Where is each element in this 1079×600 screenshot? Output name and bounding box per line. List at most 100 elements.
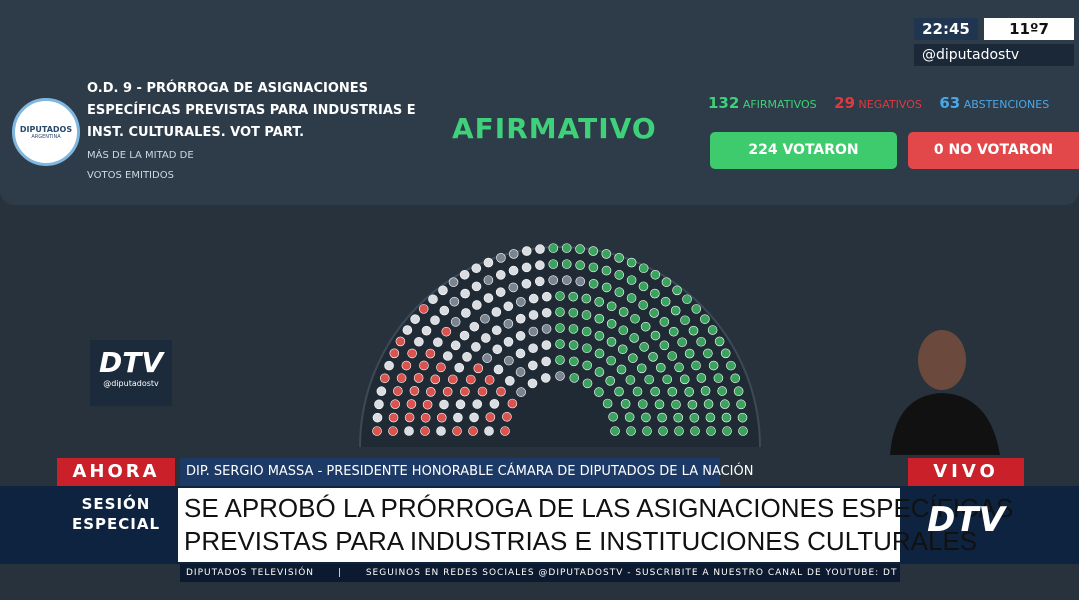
seat [606,318,617,329]
seat [588,262,599,273]
seat [528,293,539,304]
seat [657,412,667,423]
seat [436,426,446,436]
seat [425,348,436,359]
title-line: ESPECÍFICAS PREVISTAS PARA INDUSTRIAS E [87,103,416,118]
not-voted-count: 0 [933,142,944,158]
handle: @diputadostv [914,44,1074,66]
tally-label: AFIRMATIVOS [742,98,817,111]
seat [717,386,727,396]
seat [626,257,637,268]
seat [420,426,430,436]
seat [649,308,659,318]
voted-count: 224 [748,142,778,158]
seat [402,325,413,335]
seat [484,426,494,436]
seat [720,399,730,410]
seat [561,243,572,253]
seat [606,301,617,312]
seat [441,326,452,337]
seat [436,412,447,423]
tally-count: 132 [708,94,740,112]
title-line: O.D. 9 - PRÓRROGA DE ASIGNACIONES [87,81,368,96]
seat [614,270,625,280]
seat [662,374,673,385]
seat [639,342,649,352]
seat [447,374,458,385]
seat [502,411,512,422]
seat [720,348,731,359]
seat [632,386,643,397]
seat [575,260,585,271]
seat [594,387,604,397]
seat [414,336,424,347]
seat [605,375,616,386]
seat [482,353,492,363]
tally-count: 63 [939,94,961,112]
seat [658,426,668,436]
clock: 22:45 [914,18,978,40]
title-line: INST. CULTURALES. VOT PART. [87,125,305,140]
seat [569,373,580,383]
not-voted-label: NO VOTARON [948,142,1054,158]
seat [442,351,453,361]
seat [568,324,579,334]
seat [404,412,415,423]
seat [606,355,616,366]
seat [459,330,470,341]
seat [503,336,514,347]
seat [638,300,648,310]
seat [453,412,463,423]
seat [738,426,748,436]
seat [396,373,407,383]
seat [496,253,506,263]
tally-count: 29 [834,94,856,112]
seat [644,374,655,385]
ticker-item: SEGUINOS EN REDES SOCIALES @DIPUTADOSTV … [365,568,898,578]
seat [428,294,438,305]
seat [508,282,519,293]
seat [705,412,716,423]
tallies: 132 AFIRMATIVOS 29 NEGATIVOS 63 ABSTENCI… [708,94,1049,112]
seat [491,325,502,336]
seat [674,426,684,436]
seat [703,348,713,359]
seat [483,275,494,285]
seat [601,282,612,293]
seat [393,386,403,396]
seat [668,326,679,337]
seat [670,305,681,316]
seat [677,337,687,348]
lower-logo: DTV [927,500,1005,540]
seat [534,276,545,287]
seat [581,293,592,304]
seat [528,310,539,320]
seat [555,323,565,333]
seat [515,313,526,324]
seat [640,321,651,332]
seat [504,375,515,386]
seat [568,307,579,318]
interpreter [890,330,1000,455]
seat [528,326,539,337]
seat [460,288,470,299]
seat [449,296,460,307]
seat [459,269,470,280]
seat [420,412,431,423]
seat [515,348,526,359]
seat [707,325,718,335]
seat [480,313,490,324]
seat [608,411,618,422]
seat [507,398,518,409]
seat [630,313,640,324]
seat [555,371,565,381]
seat [555,291,565,301]
seat [515,367,526,377]
seat [696,373,707,383]
seat [726,360,736,371]
seat [477,386,488,397]
seat [483,293,494,303]
seat [714,336,725,347]
seat [495,270,506,280]
